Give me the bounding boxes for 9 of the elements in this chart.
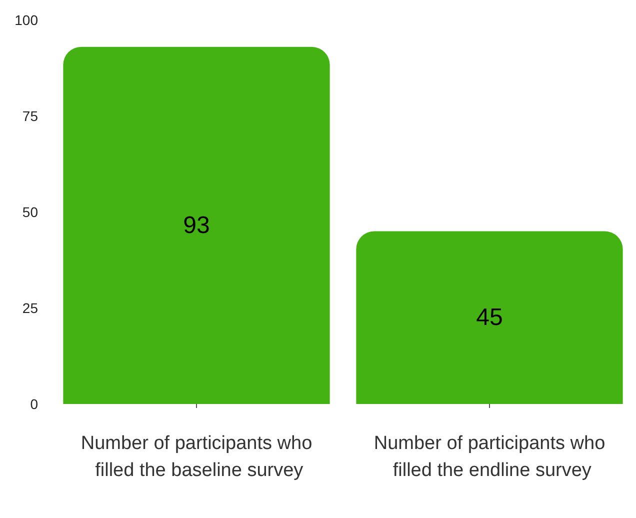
data-label: 45 xyxy=(476,304,503,332)
data-label: 93 xyxy=(183,212,210,239)
y-tick-label: 100 xyxy=(14,12,38,28)
x-tick-label: Number of participants who filled the endline survey xyxy=(374,433,606,481)
x-tick-label: Number of participants who filled the baseline survey xyxy=(80,433,312,481)
y-tick-label: 25 xyxy=(22,300,38,316)
y-tick-label: 50 xyxy=(22,204,38,220)
y-tick-label: 0 xyxy=(30,396,38,412)
y-tick-label: 75 xyxy=(22,108,38,124)
